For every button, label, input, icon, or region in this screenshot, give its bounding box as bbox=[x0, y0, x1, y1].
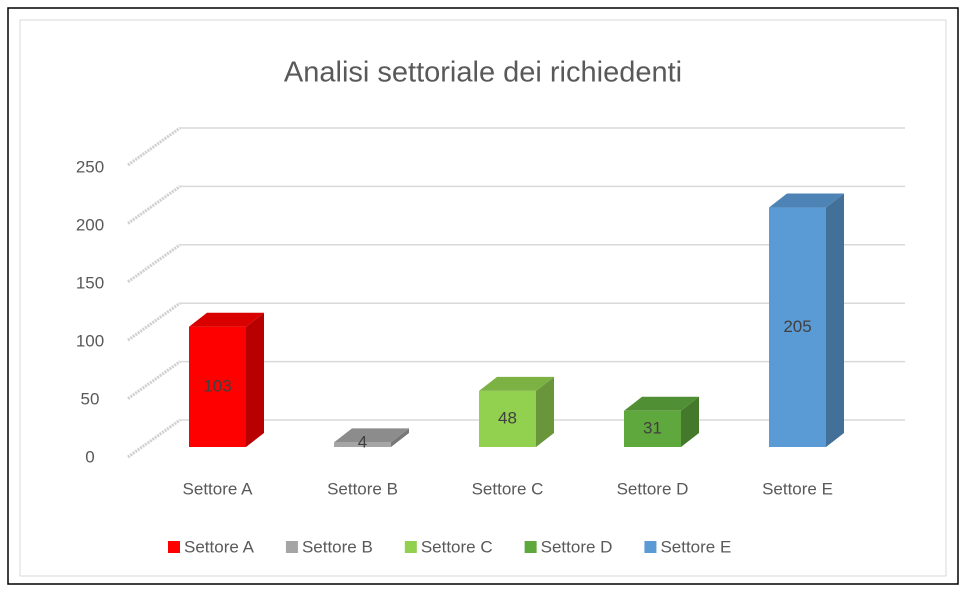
legend-label: Settore C bbox=[421, 537, 493, 556]
bar bbox=[769, 207, 826, 447]
bar-top bbox=[334, 428, 409, 443]
bar bbox=[189, 326, 246, 447]
bar bbox=[479, 390, 536, 447]
x-tick-label: Settore B bbox=[327, 479, 398, 498]
bar-side bbox=[246, 312, 264, 447]
x-tick-label: Settore E bbox=[762, 479, 833, 498]
bar-side bbox=[391, 428, 409, 447]
bar-side bbox=[826, 193, 844, 447]
legend-swatch bbox=[168, 541, 180, 553]
legend-swatch bbox=[524, 541, 537, 553]
legend-label: Settore E bbox=[660, 537, 731, 556]
bar-top bbox=[769, 193, 844, 208]
value-label: 205 bbox=[783, 317, 811, 336]
legend-swatch bbox=[285, 541, 298, 553]
bar-top bbox=[624, 396, 699, 411]
y-tick-label: 50 bbox=[81, 389, 100, 408]
legend-label: Settore A bbox=[184, 537, 255, 556]
value-label: 48 bbox=[498, 408, 517, 427]
grid-line-depth bbox=[127, 360, 181, 400]
bar bbox=[624, 410, 681, 447]
bar-side bbox=[681, 396, 699, 447]
x-tick-label: Settore C bbox=[472, 479, 544, 498]
y-tick-label: 250 bbox=[76, 157, 104, 176]
grid-line-depth bbox=[127, 243, 181, 284]
grid-line-depth bbox=[127, 301, 181, 342]
plot-border bbox=[19, 19, 947, 577]
chart-title: Analisi settoriale dei richiedenti bbox=[284, 57, 682, 89]
x-tick-label: Settore D bbox=[617, 479, 689, 498]
legend-label: Settore B bbox=[302, 537, 373, 556]
bar bbox=[334, 442, 391, 447]
value-label: 4 bbox=[358, 432, 367, 451]
bar-top bbox=[189, 312, 264, 327]
bar-side bbox=[536, 376, 554, 447]
grid-line-depth bbox=[127, 418, 181, 459]
legend-label: Settore D bbox=[541, 537, 613, 556]
value-label: 31 bbox=[643, 418, 662, 437]
grid-line-depth bbox=[127, 126, 181, 167]
y-tick-label: 150 bbox=[76, 273, 104, 292]
value-label: 103 bbox=[203, 376, 231, 395]
x-tick-label: Settore A bbox=[183, 479, 254, 498]
legend-swatch bbox=[644, 541, 657, 553]
grid-line-depth bbox=[127, 185, 181, 225]
bar-top bbox=[479, 376, 554, 391]
y-tick-label: 100 bbox=[76, 331, 104, 350]
y-tick-label: 0 bbox=[85, 447, 94, 466]
legend-swatch bbox=[404, 541, 417, 553]
y-tick-label: 200 bbox=[76, 215, 104, 234]
